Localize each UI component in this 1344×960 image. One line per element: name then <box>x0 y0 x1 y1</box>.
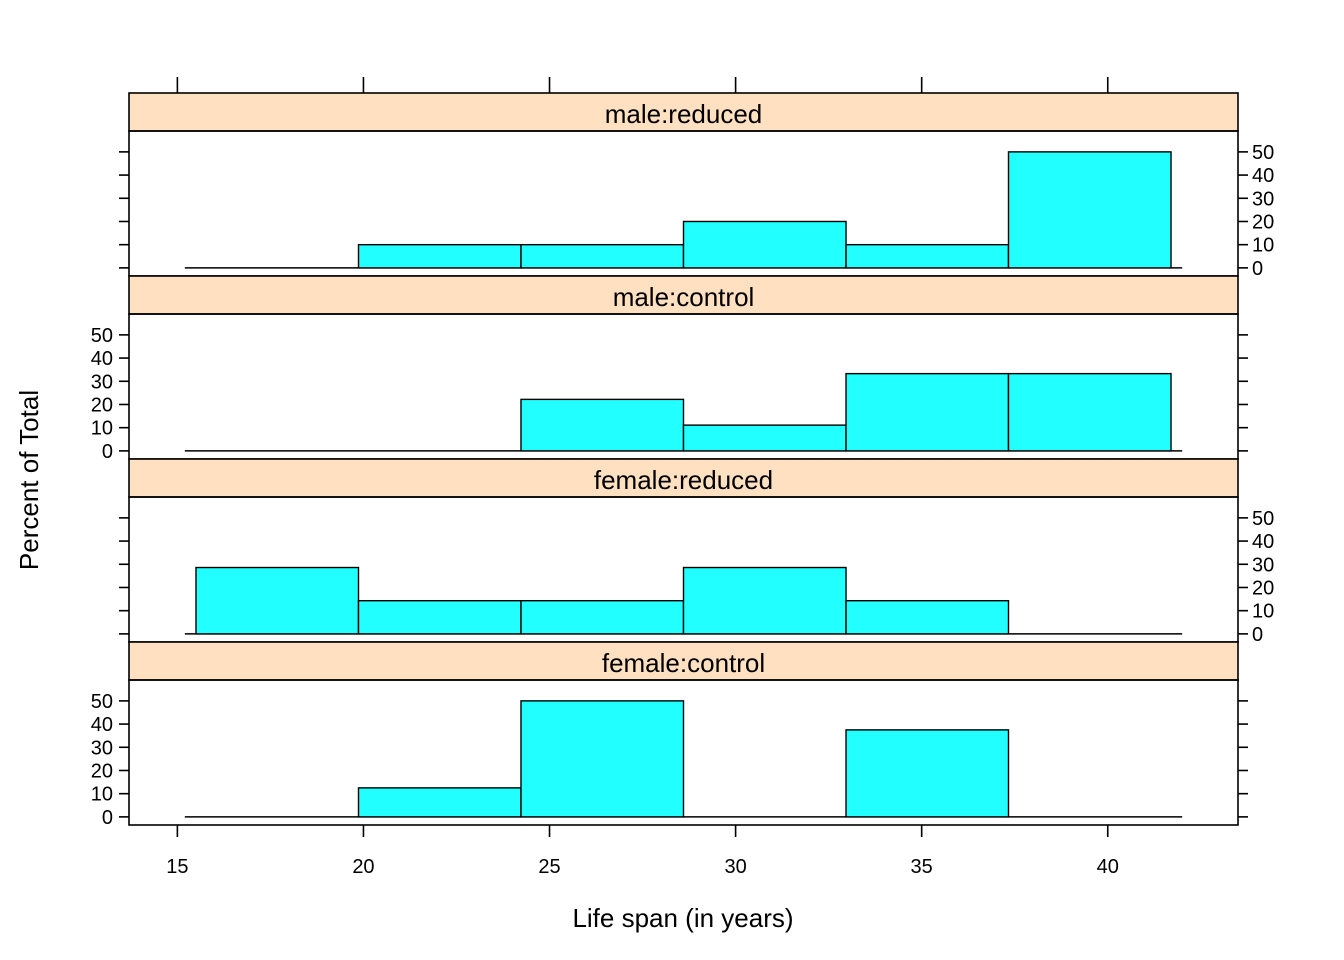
y-tick-label: 20 <box>1252 211 1274 233</box>
y-tick-label: 0 <box>1252 258 1263 280</box>
x-tick-label: 25 <box>538 856 560 878</box>
y-tick-label: 20 <box>91 394 113 416</box>
strip-label: male:control <box>613 282 755 312</box>
y-tick-label: 50 <box>91 691 113 713</box>
strip-label: female:control <box>602 648 765 678</box>
y-tick-label: 30 <box>91 737 113 759</box>
y-tick-label: 10 <box>1252 601 1274 623</box>
bar <box>682 424 847 452</box>
y-tick-label: 10 <box>1252 235 1274 257</box>
bar <box>520 398 685 452</box>
y-tick-label: 50 <box>1252 508 1274 530</box>
bar <box>357 243 522 269</box>
y-tick-label: 30 <box>1252 188 1274 210</box>
y-tick-label: 40 <box>1252 531 1274 553</box>
bar <box>520 243 685 269</box>
strip-label: female:reduced <box>594 465 773 495</box>
bar <box>845 243 1010 269</box>
x-axis-title: Life span (in years) <box>572 903 793 933</box>
y-tick-label: 50 <box>1252 142 1274 164</box>
x-tick-label: 30 <box>724 856 746 878</box>
bar <box>845 372 1010 452</box>
bar <box>195 566 360 635</box>
y-tick-label: 20 <box>91 760 113 782</box>
bar <box>845 729 1010 818</box>
bar <box>520 700 685 818</box>
x-tick-label: 35 <box>911 856 933 878</box>
bar <box>520 600 685 635</box>
bar <box>682 566 847 635</box>
y-tick-label: 20 <box>1252 577 1274 599</box>
y-tick-label: 10 <box>91 418 113 440</box>
y-tick-label: 40 <box>91 714 113 736</box>
x-tick-label: 40 <box>1097 856 1119 878</box>
y-tick-label: 0 <box>1252 624 1263 646</box>
y-tick-label: 0 <box>102 807 113 829</box>
y-tick-label: 40 <box>91 348 113 370</box>
y-axis-title: Percent of Total <box>14 390 44 570</box>
y-tick-label: 30 <box>91 371 113 393</box>
x-tick-label: 15 <box>166 856 188 878</box>
y-tick-label: 10 <box>91 784 113 806</box>
strip-label: male:reduced <box>605 99 763 129</box>
panel-frame <box>128 679 1239 826</box>
strip-male-reduced <box>128 92 1239 132</box>
y-tick-label: 40 <box>1252 165 1274 187</box>
bar <box>357 600 522 635</box>
strip-female-reduced <box>128 458 1239 498</box>
bar <box>1007 151 1172 269</box>
panels-layer: male:reduced01020304050male:control01020… <box>91 92 1274 829</box>
bar <box>1007 372 1172 452</box>
bar <box>682 220 847 269</box>
y-tick-label: 30 <box>1252 554 1274 576</box>
bar <box>357 787 522 818</box>
bar <box>845 600 1010 635</box>
y-tick-label: 0 <box>102 441 113 463</box>
x-tick-label: 20 <box>352 856 374 878</box>
axes-layer: 15 20 25 30 35 40 <box>166 77 1119 878</box>
y-tick-label: 50 <box>91 325 113 347</box>
